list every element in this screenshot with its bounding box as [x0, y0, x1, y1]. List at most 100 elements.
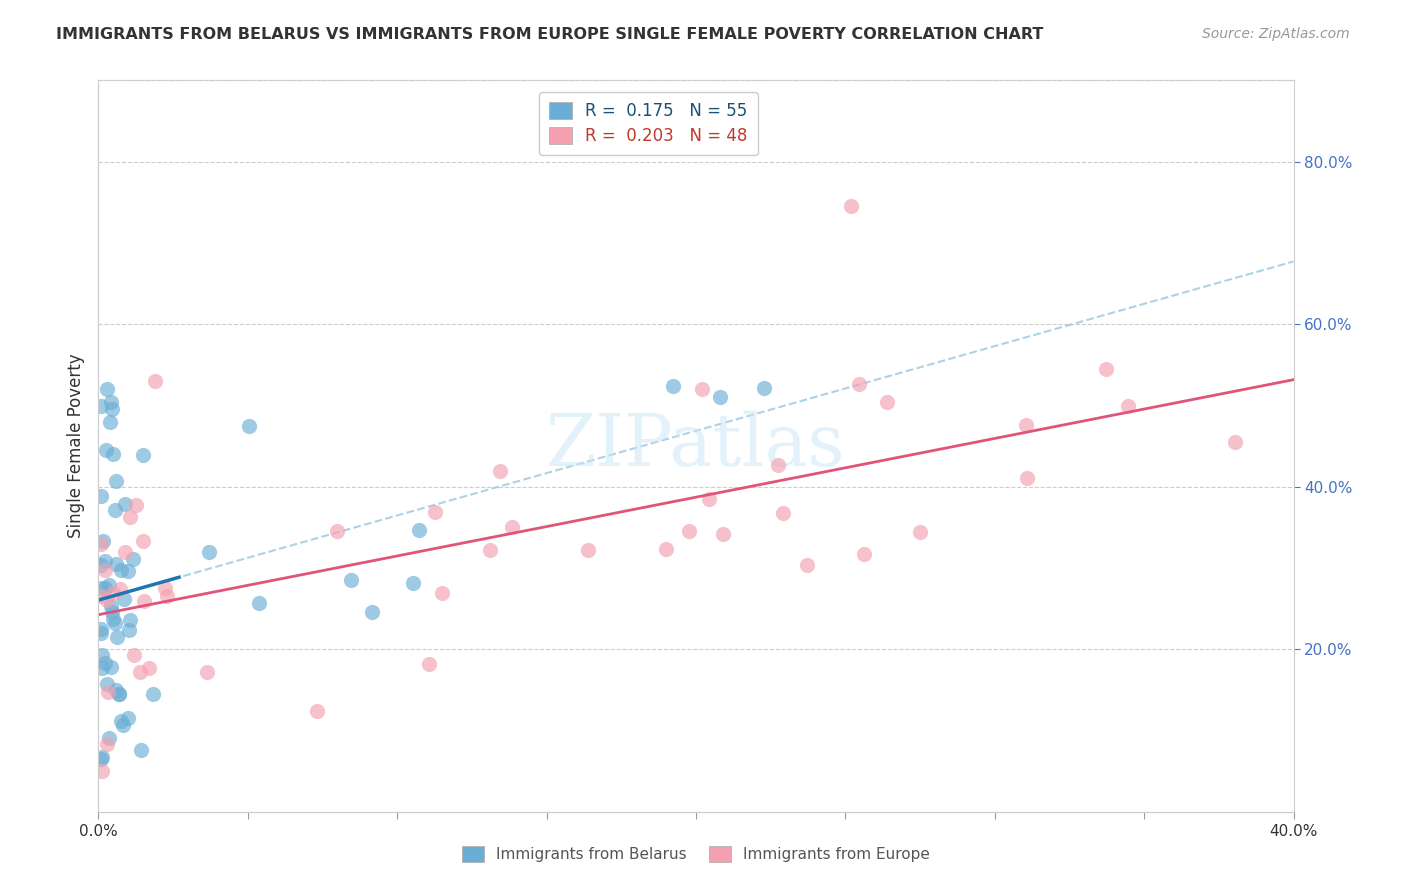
Point	[104, 616, 127, 631]
Point	[430, 585, 453, 599]
Point	[247, 596, 270, 610]
Point	[654, 542, 676, 557]
Point	[143, 374, 166, 388]
Point	[103, 447, 125, 461]
Point	[238, 418, 260, 433]
Text: Source: ZipAtlas.com: Source: ZipAtlas.com	[1202, 27, 1350, 41]
Point	[678, 524, 700, 538]
Point	[112, 592, 135, 607]
Point	[104, 503, 127, 517]
Point	[132, 594, 155, 608]
Point	[93, 581, 115, 595]
Point	[104, 682, 127, 697]
Point	[488, 464, 510, 478]
Legend: Immigrants from Belarus, Immigrants from Europe: Immigrants from Belarus, Immigrants from…	[454, 838, 938, 870]
Point	[125, 498, 148, 512]
Point	[408, 523, 430, 537]
Point	[766, 458, 789, 472]
Point	[101, 612, 124, 626]
Point	[108, 687, 131, 701]
Point	[501, 520, 523, 534]
Point	[1015, 417, 1038, 432]
Point	[96, 382, 118, 396]
Point	[90, 558, 112, 572]
Point	[576, 543, 599, 558]
Point	[690, 382, 713, 396]
Point	[90, 489, 112, 503]
Point	[402, 576, 425, 591]
Text: ZIPatlas: ZIPatlas	[546, 410, 846, 482]
Point	[360, 605, 382, 619]
Point	[198, 545, 221, 559]
Point	[841, 199, 863, 213]
Point	[1017, 470, 1039, 484]
Point	[100, 599, 122, 613]
Point	[114, 545, 136, 559]
Point	[105, 557, 128, 571]
Point	[876, 395, 898, 409]
Point	[305, 704, 328, 718]
Point	[117, 564, 139, 578]
Point	[100, 395, 122, 409]
Point	[325, 524, 347, 538]
Point	[662, 379, 685, 393]
Point	[852, 547, 875, 561]
Point	[195, 665, 218, 679]
Point	[105, 474, 128, 488]
Point	[132, 533, 155, 548]
Point	[100, 659, 122, 673]
Point	[709, 390, 731, 404]
Point	[90, 537, 112, 551]
Point	[110, 714, 132, 728]
Point	[101, 586, 124, 600]
Point	[1116, 399, 1139, 413]
Point	[90, 752, 112, 766]
Point	[90, 590, 112, 604]
Point	[91, 750, 114, 764]
Point	[142, 687, 165, 701]
Point	[91, 648, 114, 662]
Point	[711, 527, 734, 541]
Point	[425, 505, 447, 519]
Point	[752, 381, 775, 395]
Point	[110, 582, 132, 596]
Point	[97, 731, 120, 745]
Point	[118, 624, 141, 638]
Y-axis label: Single Female Poverty: Single Female Poverty	[66, 354, 84, 538]
Point	[96, 737, 118, 751]
Point	[96, 442, 118, 457]
Point	[772, 506, 794, 520]
Point	[131, 742, 153, 756]
Point	[848, 376, 870, 391]
Point	[90, 581, 112, 595]
Point	[94, 554, 117, 568]
Point	[908, 525, 931, 540]
Point	[100, 605, 122, 619]
Text: IMMIGRANTS FROM BELARUS VS IMMIGRANTS FROM EUROPE SINGLE FEMALE POVERTY CORRELAT: IMMIGRANTS FROM BELARUS VS IMMIGRANTS FR…	[56, 27, 1043, 42]
Point	[418, 657, 440, 672]
Point	[112, 718, 135, 732]
Point	[132, 448, 155, 462]
Point	[105, 630, 128, 644]
Point	[122, 551, 145, 566]
Point	[97, 578, 120, 592]
Point	[117, 711, 139, 725]
Point	[479, 543, 502, 558]
Point	[98, 415, 122, 429]
Point	[114, 497, 136, 511]
Point	[1095, 362, 1118, 376]
Point	[120, 509, 142, 524]
Point	[340, 574, 363, 588]
Point	[101, 402, 124, 417]
Point	[90, 399, 112, 413]
Point	[1223, 435, 1246, 450]
Point	[118, 613, 141, 627]
Point	[96, 593, 118, 607]
Point	[107, 687, 129, 701]
Point	[155, 589, 177, 603]
Point	[153, 582, 176, 596]
Point	[697, 491, 720, 506]
Point	[90, 660, 112, 674]
Point	[91, 534, 114, 549]
Point	[91, 764, 114, 778]
